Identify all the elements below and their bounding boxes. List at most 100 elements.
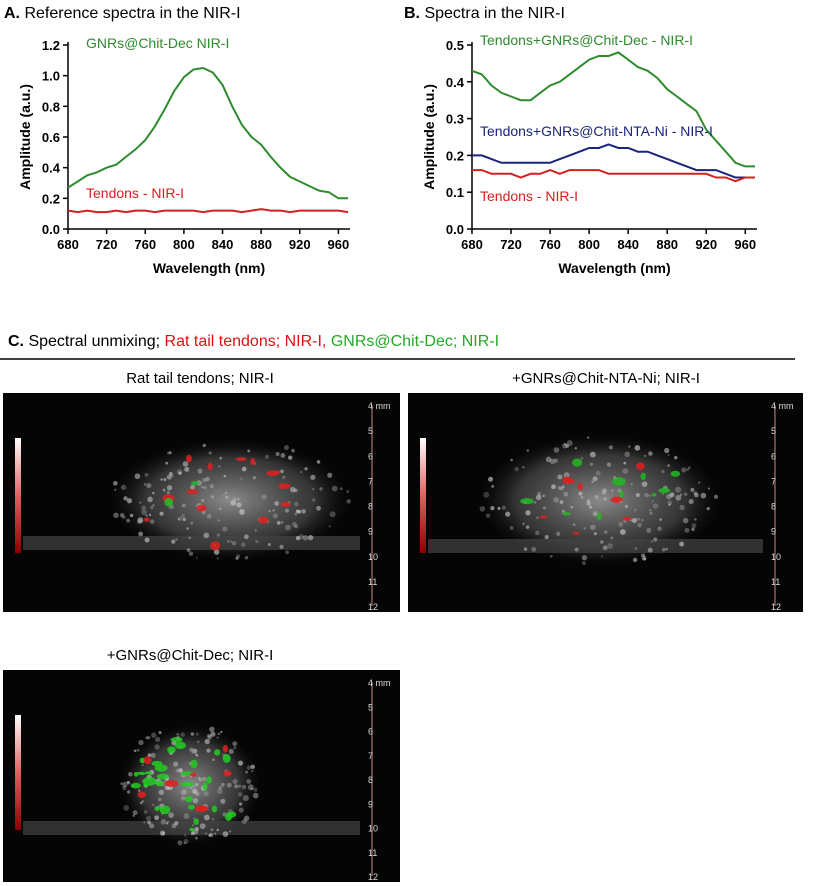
- speckle: [236, 502, 242, 508]
- speckle: [209, 484, 214, 489]
- signal-spot: [189, 772, 197, 777]
- speckle: [126, 518, 131, 523]
- speckle: [644, 492, 649, 498]
- speckle: [636, 517, 641, 521]
- speckle: [649, 511, 653, 515]
- speckle: [228, 830, 232, 833]
- speckle: [224, 491, 228, 495]
- speckle: [253, 787, 258, 792]
- signal-spot: [222, 754, 231, 763]
- speckle: [587, 436, 590, 439]
- speckle: [192, 798, 199, 804]
- speckle: [268, 509, 271, 513]
- speckle: [252, 792, 259, 799]
- speckle: [197, 776, 201, 780]
- speckle: [190, 831, 195, 836]
- speckle: [217, 732, 221, 736]
- speckle: [209, 832, 214, 837]
- speckle: [553, 458, 559, 463]
- speckle: [557, 474, 563, 480]
- speckle: [233, 497, 237, 501]
- speckle: [604, 530, 608, 534]
- signal-spot: [142, 776, 157, 786]
- speckle: [666, 493, 672, 500]
- speckle: [182, 461, 189, 467]
- speckle: [288, 455, 293, 460]
- speckle: [694, 492, 699, 498]
- speckle: [151, 803, 155, 807]
- depth-label: 8: [368, 775, 373, 785]
- speckle: [119, 513, 125, 518]
- speckle: [566, 440, 573, 447]
- signal-spot: [137, 791, 147, 798]
- speckle: [688, 466, 691, 469]
- signal-spot: [143, 756, 152, 765]
- signal-spot: [562, 478, 575, 484]
- speckle: [195, 556, 198, 559]
- signal-spot: [235, 457, 247, 462]
- speckle: [501, 505, 506, 510]
- speckle: [238, 807, 244, 813]
- speckle: [246, 765, 252, 770]
- speckle: [623, 461, 627, 465]
- speckle: [176, 469, 183, 475]
- speckle: [557, 485, 562, 490]
- signal-spot: [154, 764, 168, 772]
- y-tick-label: 0.8: [42, 99, 60, 114]
- signal-spot: [193, 818, 199, 825]
- signal-spot: [610, 496, 623, 503]
- speckle: [648, 494, 652, 497]
- depth-label: 4 mm: [368, 678, 391, 688]
- speckle: [166, 485, 173, 491]
- speckle: [177, 516, 183, 521]
- speckle: [316, 505, 321, 511]
- speckle: [166, 451, 170, 455]
- speckle: [188, 536, 191, 539]
- speckle: [141, 800, 145, 803]
- speckle: [175, 538, 178, 541]
- speckle: [214, 832, 217, 835]
- speckle: [239, 802, 243, 806]
- speckle: [275, 452, 280, 457]
- depth-label: 7: [771, 476, 776, 486]
- signal-spot: [206, 776, 212, 784]
- depth-label: 11: [368, 848, 377, 858]
- speckle: [190, 786, 193, 789]
- speckle: [553, 497, 559, 503]
- series-label: Tendons - NIR-I: [480, 188, 578, 204]
- speckle: [628, 445, 631, 448]
- depth-label: 11: [771, 577, 780, 587]
- speckle: [183, 838, 189, 845]
- signal-spot: [640, 472, 646, 481]
- speckle: [233, 746, 237, 750]
- speckle: [581, 555, 588, 561]
- speckle: [641, 555, 647, 561]
- speckle: [120, 782, 123, 785]
- signal-spot: [520, 498, 534, 505]
- speckle: [667, 453, 670, 457]
- speckle: [183, 841, 187, 845]
- image-title: +GNRs@Chit-Dec; NIR-I: [107, 647, 274, 664]
- speckle: [207, 735, 213, 740]
- speckle: [311, 498, 316, 502]
- series-line: [472, 143, 755, 179]
- speckle: [570, 505, 574, 509]
- x-tick-label: 880: [656, 237, 678, 252]
- speckle: [284, 508, 289, 513]
- signal-spot: [622, 516, 632, 521]
- speckle: [123, 804, 130, 811]
- speckle: [178, 768, 183, 773]
- speckle: [647, 547, 653, 553]
- speckle: [158, 797, 162, 802]
- speckle: [327, 472, 333, 478]
- speckle: [272, 513, 279, 519]
- speckle: [201, 498, 205, 503]
- y-tick-label: 0.0: [446, 222, 464, 237]
- speckle: [630, 482, 633, 486]
- speckle: [574, 447, 577, 450]
- speckle: [141, 509, 147, 515]
- signal-spot: [159, 805, 171, 815]
- speckle: [232, 778, 238, 784]
- y-tick-label: 0.6: [42, 130, 60, 145]
- speckle: [144, 537, 150, 543]
